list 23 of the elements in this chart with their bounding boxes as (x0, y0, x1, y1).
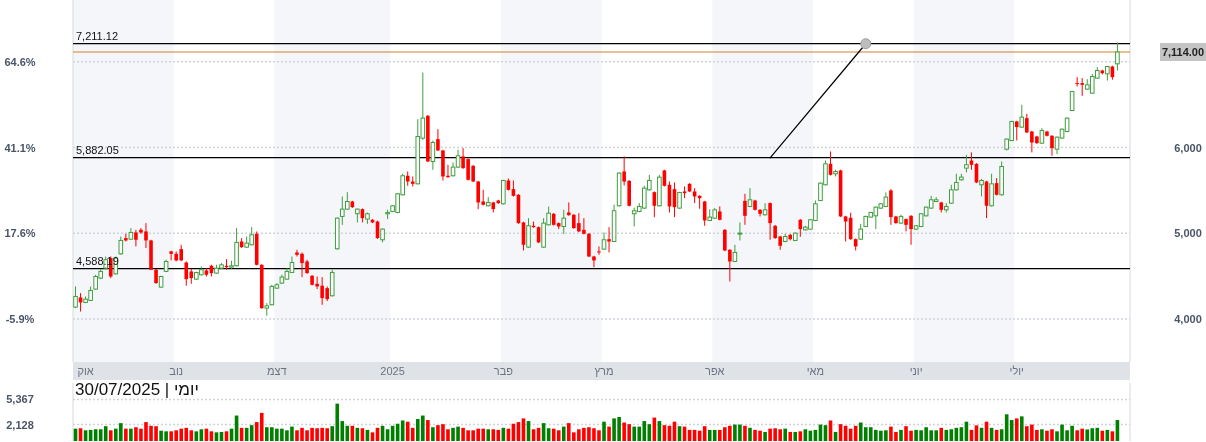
y2-tick-label: 64.6% (4, 56, 36, 69)
y-tick-label: 5,367 (6, 393, 34, 406)
x-tick-label: אפר (705, 365, 725, 377)
x-tick-label: מאי (806, 365, 825, 377)
x-tick-label: 2025 (380, 365, 405, 377)
y-tick-label: 4,000 (1174, 313, 1202, 326)
text: 7,114.00 (1161, 45, 1205, 58)
y2-tick-label: 41.1% (4, 141, 36, 154)
y-tick-label: 2,128 (6, 418, 34, 431)
y-tick-label: 6,000 (1174, 141, 1202, 154)
x-tick-label: נוב (169, 365, 184, 377)
y2-tick-label: 17.6% (4, 227, 36, 240)
y-tick-label: 5,000 (1174, 227, 1202, 240)
x-tick-label: יולי (1009, 365, 1024, 377)
x-tick-label: פבר (493, 365, 514, 377)
x-tick-label: מרץ (594, 365, 614, 377)
ref-line-label: 7,211.12 (76, 29, 119, 42)
ref-line-label: 5,882.05 (76, 143, 119, 156)
x-tick-label: דצמ (267, 365, 287, 377)
y2-tick-label: -5.9% (5, 313, 35, 326)
chart-title: יומי | 30/07/2025 (75, 380, 199, 399)
x-tick-label: יוני (909, 365, 923, 377)
x-tick-label: אוק (77, 365, 94, 377)
